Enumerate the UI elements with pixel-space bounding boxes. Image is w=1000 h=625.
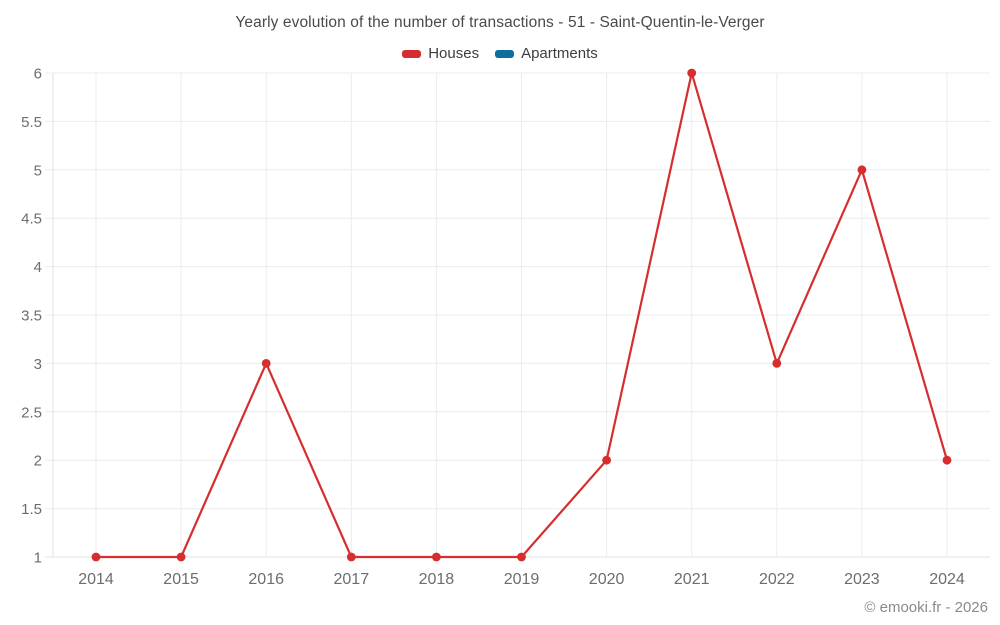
houses-data-point[interactable] [176, 552, 186, 562]
y-tick-label: 1.5 [21, 501, 42, 518]
x-tick-label: 2019 [504, 571, 540, 588]
x-tick-label: 2020 [589, 571, 625, 588]
y-tick-label: 5 [34, 162, 42, 179]
houses-data-point[interactable] [517, 552, 526, 562]
legend-item-apartments[interactable]: Apartments [495, 45, 598, 62]
y-tick-label: 5.5 [21, 114, 42, 131]
apartments-swatch [495, 49, 515, 58]
x-tick-label: 2017 [334, 571, 370, 588]
x-tick-label: 2015 [163, 571, 199, 588]
houses-data-point[interactable] [857, 165, 867, 175]
y-tick-label: 2.5 [21, 404, 42, 421]
x-tick-label: 2021 [674, 571, 710, 588]
x-tick-label: 2016 [248, 571, 284, 588]
houses-data-point[interactable] [772, 359, 782, 368]
legend-label-houses: Houses [428, 45, 480, 62]
y-tick-label: 4 [34, 259, 42, 276]
legend-label-apartments: Apartments [521, 45, 598, 62]
x-tick-label: 2018 [419, 571, 455, 588]
x-tick-label: 2023 [844, 571, 880, 588]
houses-data-point[interactable] [432, 552, 441, 562]
chart-legend: Houses Apartments [0, 45, 1000, 62]
x-tick-label: 2014 [78, 571, 114, 588]
houses-data-point[interactable] [942, 455, 952, 465]
y-tick-label: 1 [34, 550, 42, 567]
x-tick-label: 2024 [929, 571, 965, 588]
houses-data-point[interactable] [602, 455, 611, 465]
houses-data-point[interactable] [346, 552, 356, 562]
houses-swatch [402, 49, 422, 58]
houses-data-point[interactable] [261, 359, 271, 368]
y-tick-label: 3.5 [21, 308, 42, 325]
chart-title: Yearly evolution of the number of transa… [235, 14, 765, 31]
houses-data-point[interactable] [687, 68, 697, 78]
y-tick-label: 6 [34, 66, 42, 83]
watermark: © emooki.fr - 2026 [864, 599, 988, 616]
houses-data-point[interactable] [91, 552, 101, 562]
legend-item-houses[interactable]: Houses [402, 45, 479, 62]
y-tick-label: 4.5 [21, 211, 42, 228]
y-tick-label: 2 [34, 453, 42, 470]
x-tick-label: 2022 [759, 571, 795, 588]
y-tick-label: 3 [34, 356, 42, 373]
